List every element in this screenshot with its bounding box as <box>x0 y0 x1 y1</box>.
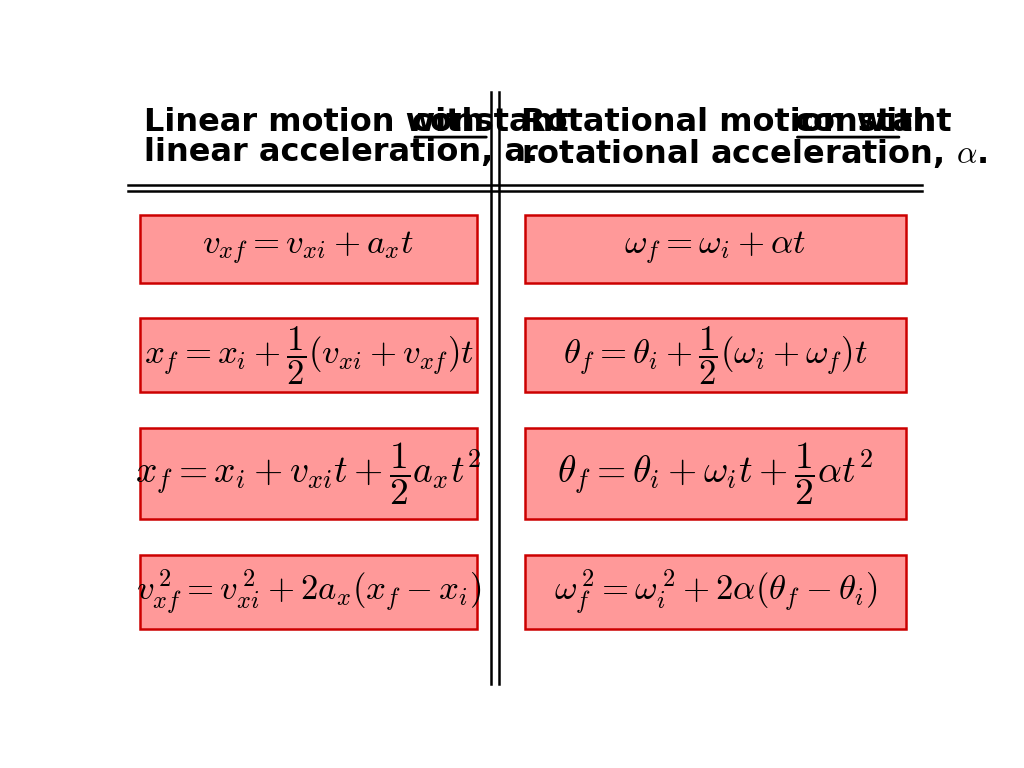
Text: $v_{xf}^{\,2} = v_{xi}^{\,2} + 2a_x(x_f - x_i)$: $v_{xf}^{\,2} = v_{xi}^{\,2} + 2a_x(x_f … <box>136 568 481 616</box>
Text: $\theta_f = \theta_i + \omega_i t + \dfrac{1}{2}\alpha t^2$: $\theta_f = \theta_i + \omega_i t + \dfr… <box>557 440 873 507</box>
Text: $\omega_f = \omega_i + \alpha t$: $\omega_f = \omega_i + \alpha t$ <box>625 230 806 267</box>
FancyBboxPatch shape <box>140 428 477 519</box>
FancyBboxPatch shape <box>140 319 477 392</box>
FancyBboxPatch shape <box>524 428 905 519</box>
Text: $x_f = x_i + \dfrac{1}{2}(v_{xi} + v_{xf})t$: $x_f = x_i + \dfrac{1}{2}(v_{xi} + v_{xf… <box>143 324 473 387</box>
FancyBboxPatch shape <box>140 555 477 629</box>
Text: $\omega_f^{\,2} = \omega_i^{\,2} + 2\alpha(\theta_f - \theta_i)$: $\omega_f^{\,2} = \omega_i^{\,2} + 2\alp… <box>554 568 877 616</box>
Text: linear acceleration, a.: linear acceleration, a. <box>143 137 538 168</box>
FancyBboxPatch shape <box>524 319 905 392</box>
Text: $\theta_f = \theta_i + \dfrac{1}{2}(\omega_i + \omega_f)t$: $\theta_f = \theta_i + \dfrac{1}{2}(\ome… <box>563 324 867 387</box>
FancyBboxPatch shape <box>140 215 477 283</box>
Text: Linear motion with: Linear motion with <box>143 107 496 138</box>
Text: $v_{xf} = v_{xi} + a_x t$: $v_{xf} = v_{xi} + a_x t$ <box>203 230 415 267</box>
Text: $x_f = x_i + v_{xi}t + \dfrac{1}{2}a_x t^2$: $x_f = x_i + v_{xi}t + \dfrac{1}{2}a_x t… <box>135 440 481 507</box>
Text: rotational acceleration, $\alpha$.: rotational acceleration, $\alpha$. <box>521 137 987 170</box>
Text: constant: constant <box>412 107 569 138</box>
Text: constant: constant <box>795 107 952 138</box>
Text: Rotational motion with: Rotational motion with <box>521 107 946 138</box>
FancyBboxPatch shape <box>524 215 905 283</box>
FancyBboxPatch shape <box>524 555 905 629</box>
